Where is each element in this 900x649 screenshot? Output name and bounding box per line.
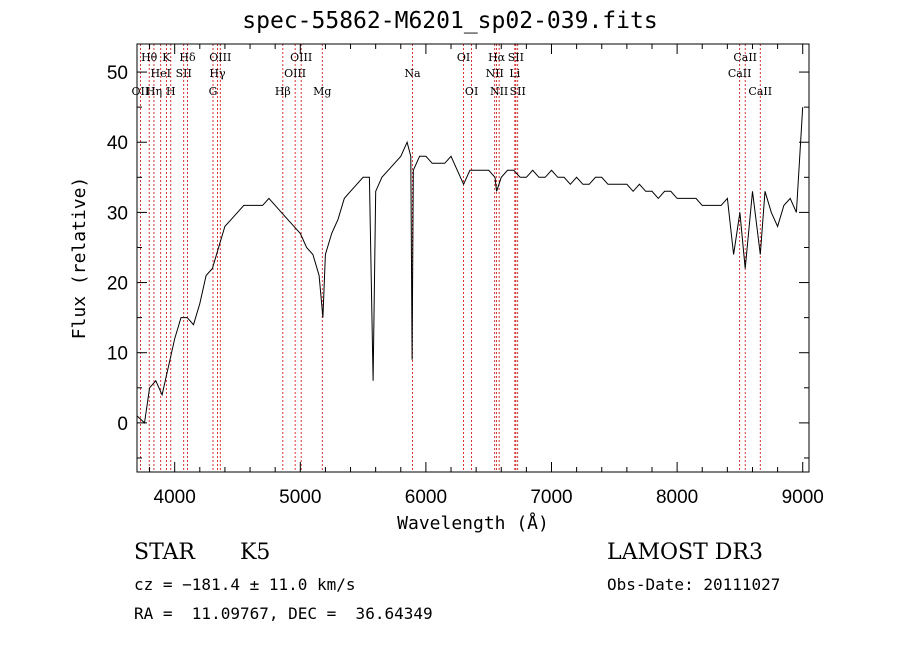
line-marker-label: NII (486, 67, 504, 80)
line-marker-label: SII (510, 85, 526, 98)
line-marker-label: OI (457, 51, 470, 64)
x-axis-label: Wavelength (Å) (397, 512, 549, 534)
object-class: STAR (134, 540, 195, 565)
x-tick-label: 5000 (279, 487, 321, 508)
line-marker-label: Li (509, 67, 520, 80)
x-tick-label: 6000 (405, 487, 447, 508)
y-tick-label: 30 (107, 203, 128, 224)
y-axis: 0 10 20 30 40 50 (107, 63, 809, 459)
line-marker-label: Hδ (179, 51, 196, 64)
redshift-text: cz = −181.4 ± 11.0 km/s (134, 575, 356, 594)
line-marker-label: Hγ (209, 67, 226, 80)
x-axis: 4000 5000 6000 7000 8000 9000 (149, 44, 824, 508)
line-marker-label: OIII (284, 67, 306, 80)
y-tick-label: 10 (107, 344, 128, 365)
y-axis-label: Flux (relative) (69, 177, 90, 340)
plot-frame (136, 43, 810, 473)
line-marker-label: Hβ (275, 85, 291, 98)
x-tick-label: 8000 (656, 487, 698, 508)
line-marker-label: Hη (146, 85, 162, 98)
line-marker-label: OII (132, 85, 150, 98)
object-subclass: K5 (240, 540, 271, 565)
coordinates: RA = 11.09767, DEC = 36.64349 (134, 604, 433, 623)
line-marker-label: OIII (209, 51, 231, 64)
line-marker-label: SII (508, 51, 524, 64)
spectrum-line (136, 107, 804, 424)
line-marker-label: SII (176, 67, 192, 80)
x-tick-label: 7000 (530, 487, 572, 508)
line-marker-label: HeI (151, 67, 171, 80)
line-marker-label: CaII (733, 51, 757, 64)
line-marker-label: H (166, 85, 176, 98)
line-marker-label: Hθ (141, 51, 158, 64)
line-marker-label: CaII (728, 67, 752, 80)
x-tick-label: 4000 (154, 487, 196, 508)
line-marker-label: G (209, 85, 218, 98)
y-tick-label: 0 (117, 414, 128, 435)
line-marker-label: Hα (488, 51, 506, 64)
y-tick-label: 50 (107, 63, 128, 84)
chart-title: spec-55862-M6201_sp02-039.fits (242, 8, 658, 34)
line-marker-label: Mg (313, 85, 331, 98)
line-marker-label: OI (465, 85, 478, 98)
line-marker-label: OIII (290, 51, 312, 64)
line-marker-label: Na (404, 67, 421, 80)
y-tick-label: 20 (107, 274, 128, 295)
line-marker-label: NII (490, 85, 508, 98)
x-tick-label: 9000 (782, 487, 824, 508)
survey-name: LAMOST DR3 (607, 540, 763, 565)
line-marker-label: CaII (748, 85, 772, 98)
line-marker-label: K (162, 51, 171, 64)
y-tick-label: 40 (107, 133, 128, 154)
obs-date: Obs-Date: 20111027 (607, 575, 781, 594)
emission-line-markers (139, 44, 761, 472)
